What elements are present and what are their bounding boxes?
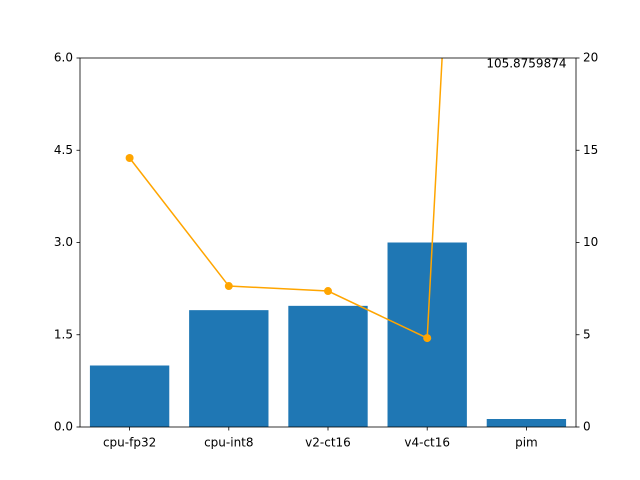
y-tick-label: 6.0 bbox=[54, 51, 73, 65]
line-marker bbox=[125, 153, 134, 162]
bar bbox=[89, 365, 170, 427]
value-label: 105.8759874 bbox=[486, 57, 566, 71]
line-marker bbox=[324, 287, 332, 296]
bar bbox=[288, 305, 368, 427]
y2-tick-label: 10 bbox=[583, 235, 598, 249]
y2-tick-label: 15 bbox=[583, 143, 598, 157]
x-tick-label: v2-ct16 bbox=[305, 436, 351, 450]
x-tick-label: cpu-fp32 bbox=[103, 436, 156, 450]
y-tick-label: 4.5 bbox=[54, 143, 73, 157]
x-tick-label: cpu-int8 bbox=[204, 436, 253, 450]
y-tick-label: 1.5 bbox=[54, 327, 73, 341]
bar bbox=[486, 419, 567, 427]
line-marker bbox=[224, 282, 233, 291]
y2-tick-label: 0 bbox=[583, 420, 591, 434]
x-tick-label: v4-ct16 bbox=[404, 436, 450, 450]
y-tick-label: 0.0 bbox=[54, 420, 73, 434]
plot-area bbox=[89, 58, 567, 427]
y2-tick-label: 20 bbox=[583, 51, 598, 65]
y-tick-label: 3.0 bbox=[54, 235, 73, 249]
bar bbox=[189, 310, 269, 427]
x-tick-label: pim bbox=[515, 436, 538, 450]
y2-tick-label: 5 bbox=[583, 327, 591, 341]
line-marker bbox=[423, 334, 432, 343]
